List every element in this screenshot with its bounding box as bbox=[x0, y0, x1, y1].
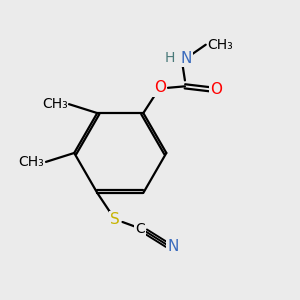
Text: CH₃: CH₃ bbox=[207, 38, 233, 52]
Text: S: S bbox=[110, 212, 120, 227]
Text: N: N bbox=[167, 239, 179, 254]
Text: N: N bbox=[181, 51, 192, 66]
Text: CH₃: CH₃ bbox=[19, 155, 44, 169]
Text: O: O bbox=[154, 80, 166, 95]
Text: O: O bbox=[210, 82, 222, 97]
Text: H: H bbox=[165, 51, 175, 65]
Text: C: C bbox=[136, 221, 145, 236]
Text: CH₃: CH₃ bbox=[42, 97, 68, 111]
